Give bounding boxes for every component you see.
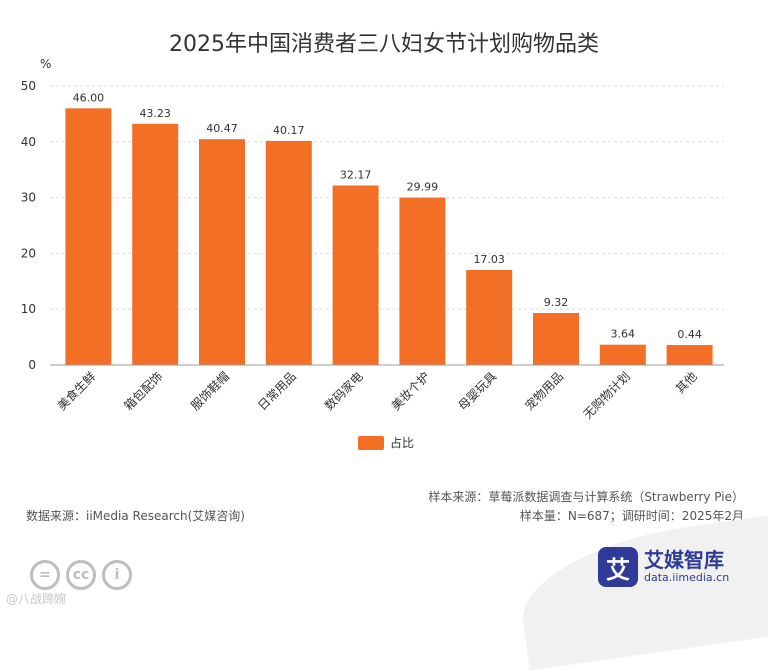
legend: 占比 bbox=[358, 434, 414, 451]
bar bbox=[132, 123, 179, 365]
bar bbox=[533, 312, 579, 365]
brand-name: 艾媒智库 bbox=[644, 548, 724, 572]
y-tick-label: 50 bbox=[21, 79, 36, 93]
bar bbox=[599, 344, 646, 365]
data-label: 3.64 bbox=[611, 328, 636, 341]
y-tick-label: 40 bbox=[21, 135, 36, 149]
data-label: 29.99 bbox=[407, 181, 439, 194]
data-label: 40.47 bbox=[206, 122, 238, 135]
data-label: 32.17 bbox=[340, 168, 372, 181]
grid-lines bbox=[50, 85, 724, 310]
y-tick-label: 10 bbox=[21, 302, 36, 316]
y-axis-unit-label: % bbox=[40, 57, 51, 71]
bar bbox=[199, 139, 245, 365]
bar bbox=[399, 197, 446, 365]
data-label: 0.44 bbox=[677, 328, 702, 341]
sample-info: 样本量：N=687；调研时间：2025年2月 bbox=[519, 509, 744, 523]
cc-icon: cc bbox=[66, 560, 96, 590]
x-tick-label: 美妆个护 bbox=[389, 369, 433, 413]
decorative-wave bbox=[513, 509, 768, 670]
x-tick-label: 数码家电 bbox=[321, 369, 366, 414]
legend-label: 占比 bbox=[390, 436, 415, 450]
y-tick-label: 20 bbox=[21, 246, 36, 260]
data-label: 43.23 bbox=[139, 107, 171, 120]
bars bbox=[65, 108, 713, 365]
y-tick-label: 30 bbox=[21, 191, 36, 205]
bar bbox=[332, 185, 379, 365]
watermark: @八战蹄婉 bbox=[6, 592, 67, 606]
y-tick-label: 0 bbox=[28, 358, 36, 372]
brand-logo-icon: 艾 bbox=[598, 547, 638, 587]
data-labels: 46.00 43.23 40.47 40.17 32.17 29.99 17.03 9.32 3… bbox=[73, 91, 702, 341]
x-axis-ticks: 美食生鲜 箱包配饰 服饰鞋帽 日常用品 数码家电 美妆个护 母婴玩具 宠物用品 无购物计划 其他 bbox=[54, 369, 700, 422]
x-tick-label: 无购物计划 bbox=[580, 369, 633, 422]
x-tick-label: 美食生鲜 bbox=[54, 369, 99, 414]
data-source: 数据来源：iiMedia Research(艾媒咨询) bbox=[26, 509, 245, 523]
brand-block: 艾 艾媒智库 data.iimedia.cn bbox=[598, 547, 729, 587]
bar bbox=[466, 269, 513, 365]
data-label: 17.03 bbox=[473, 253, 505, 266]
bar bbox=[666, 345, 713, 365]
sample-source: 样本来源：草莓派数据调查与计算系统（Strawberry Pie） bbox=[428, 490, 744, 504]
nd-icon: = bbox=[30, 560, 60, 590]
x-tick-label: 箱包配饰 bbox=[121, 369, 166, 414]
chart-title: 2025年中国消费者三八妇女节计划购物品类 bbox=[169, 32, 599, 57]
data-label: 40.17 bbox=[273, 124, 305, 137]
data-label: 9.32 bbox=[544, 296, 569, 309]
legend-swatch bbox=[358, 435, 384, 450]
data-label: 46.00 bbox=[73, 91, 105, 104]
x-tick-label: 宠物用品 bbox=[522, 369, 567, 414]
x-tick-label: 母婴玩具 bbox=[455, 369, 499, 413]
by-icon: i bbox=[102, 560, 132, 590]
x-tick-label: 服饰鞋帽 bbox=[188, 369, 233, 414]
x-tick-label: 其他 bbox=[673, 369, 700, 396]
bar bbox=[265, 140, 312, 365]
x-tick-label: 日常用品 bbox=[255, 369, 299, 413]
y-axis-ticks: 0 10 20 30 40 50 bbox=[21, 79, 36, 372]
bar-chart: % 0 10 20 30 40 50 46.00 43.23 40.47 40.17 32.17 2… bbox=[21, 57, 724, 422]
license-icons: = cc i bbox=[30, 560, 138, 590]
bar bbox=[65, 108, 112, 365]
brand-url: data.iimedia.cn bbox=[644, 571, 730, 584]
